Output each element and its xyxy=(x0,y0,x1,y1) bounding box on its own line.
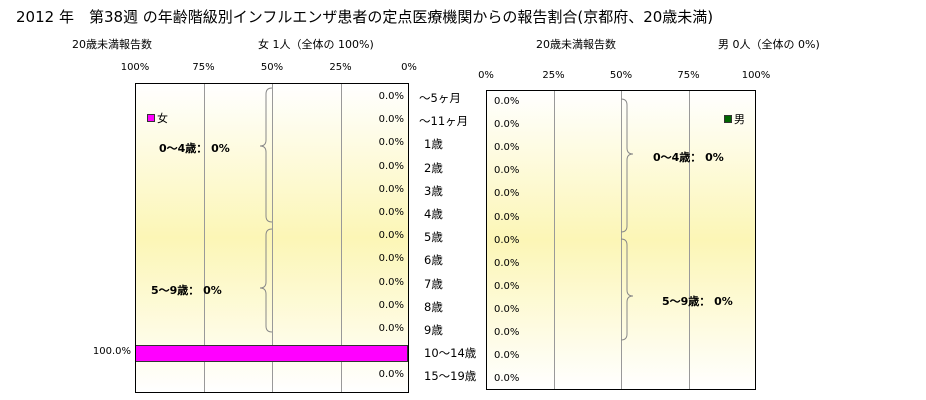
age-category-label: 2歳 xyxy=(424,160,443,175)
female-value-label: 0.0% xyxy=(378,230,404,242)
female-legend: 女 xyxy=(147,110,168,126)
male-plot-area xyxy=(486,90,756,390)
female-legend-swatch xyxy=(147,114,155,122)
male-legend: 男 xyxy=(724,111,745,127)
male-value-label: 0.0% xyxy=(494,350,520,362)
age-category-label: 4歳 xyxy=(424,207,443,221)
female-gridline xyxy=(203,84,205,392)
male-value-label: 0.0% xyxy=(494,373,520,385)
age-category-label: 8歳 xyxy=(424,299,443,314)
female-bar xyxy=(136,345,408,363)
male-value-label: 0.0% xyxy=(494,96,520,107)
female-value-label: 0.0% xyxy=(378,369,404,381)
female-value-label: 0.0% xyxy=(378,137,404,149)
male-group-5-9-label: 5～9歳： 0% xyxy=(662,295,733,308)
female-value-label: 0.0% xyxy=(378,207,404,218)
female-value-label: 0.0% xyxy=(378,160,404,172)
female-x-tick: 25% xyxy=(329,62,352,73)
age-category-label: 7歳 xyxy=(424,276,443,291)
male-value-label: 0.0% xyxy=(494,142,520,154)
male-count-value: 男 0人（全体の 0%) xyxy=(718,38,820,51)
female-value-label: 0.0% xyxy=(378,114,404,126)
male-value-label: 0.0% xyxy=(494,280,520,292)
male-group-0-4-label: 0～4歳： 0% xyxy=(653,151,724,164)
male-gridline xyxy=(688,91,690,389)
male-gridline xyxy=(553,91,555,389)
female-gridline xyxy=(272,84,273,392)
female-count-label: 20歳未満報告数 xyxy=(72,38,152,51)
age-category-label: 5歳 xyxy=(424,230,443,245)
female-count-value: 女 1人（全体の 100%) xyxy=(258,38,374,51)
female-brace-5-9 xyxy=(259,228,273,333)
male-x-tick: 100% xyxy=(741,70,771,81)
age-category-label: 10～14歳 xyxy=(424,346,477,361)
male-x-tick: 0% xyxy=(478,70,494,81)
age-category-label: ～5ヶ月 xyxy=(419,91,461,105)
female-plot-area xyxy=(135,83,409,393)
female-x-tick: 0% xyxy=(401,62,417,73)
male-value-label: 0.0% xyxy=(494,303,520,315)
female-x-tick: 75% xyxy=(192,62,215,73)
male-value-label: 0.0% xyxy=(494,211,520,223)
female-group-5-9-label: 5～9歳： 0% xyxy=(151,284,222,297)
female-value-label: 0.0% xyxy=(378,91,404,102)
male-x-tick: 25% xyxy=(542,70,565,81)
female-value-label: 100.0% xyxy=(92,346,131,358)
male-legend-swatch xyxy=(724,115,732,123)
female-group-0-4-label: 0～4歳： 0% xyxy=(159,142,230,155)
female-x-tick: 50% xyxy=(260,62,284,73)
age-category-label: 1歳 xyxy=(424,137,443,152)
female-brace-0-4 xyxy=(259,87,273,223)
male-gridline xyxy=(621,91,622,389)
age-category-label: ～11ヶ月 xyxy=(419,114,469,129)
female-value-label: 0.0% xyxy=(378,299,404,311)
male-x-tick: 75% xyxy=(677,70,700,81)
male-value-label: 0.0% xyxy=(494,119,520,131)
male-legend-label: 男 xyxy=(734,113,745,126)
female-x-tick: 100% xyxy=(120,62,150,73)
female-value-label: 0.0% xyxy=(378,183,404,195)
male-value-label: 0.0% xyxy=(494,257,520,269)
male-value-label: 0.0% xyxy=(494,234,520,246)
female-value-label: 0.0% xyxy=(378,276,404,288)
age-category-label: 3歳 xyxy=(424,183,443,198)
male-brace-5-9 xyxy=(620,238,634,341)
female-value-label: 0.0% xyxy=(378,253,404,265)
male-count-label: 20歳未満報告数 xyxy=(536,38,616,51)
male-value-label: 0.0% xyxy=(494,165,520,177)
female-legend-label: 女 xyxy=(157,112,168,125)
chart-title: 2012 年 第38週 の年齢階級別インフルエンザ患者の定点医療機関からの報告割… xyxy=(16,8,714,26)
male-value-label: 0.0% xyxy=(494,188,520,200)
male-x-tick: 50% xyxy=(609,70,633,81)
age-category-label: 15～19歳 xyxy=(424,369,477,384)
female-value-label: 0.0% xyxy=(378,323,404,334)
age-category-label: 9歳 xyxy=(424,323,443,337)
male-brace-0-4 xyxy=(620,98,634,233)
age-category-label: 6歳 xyxy=(424,253,443,268)
male-value-label: 0.0% xyxy=(494,327,520,338)
female-gridline xyxy=(340,84,342,392)
